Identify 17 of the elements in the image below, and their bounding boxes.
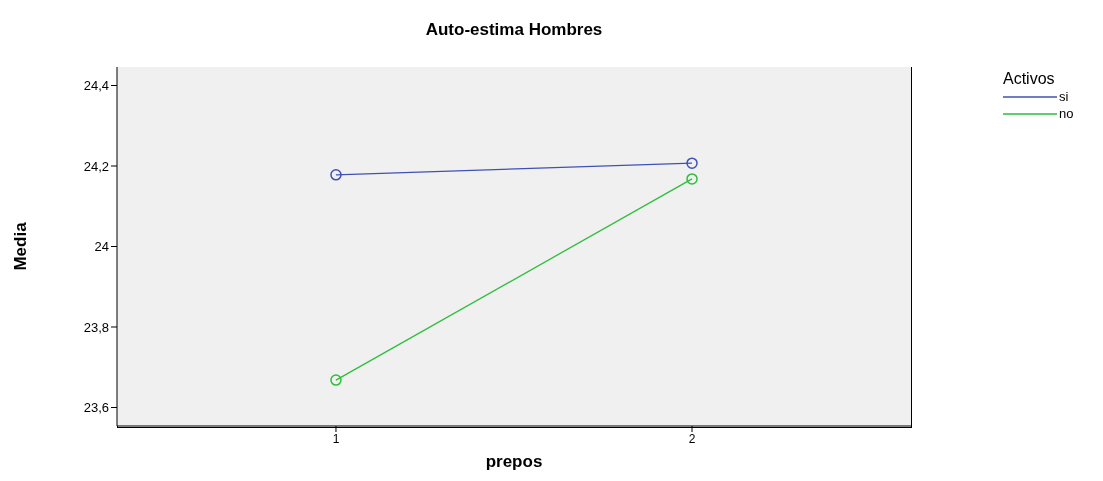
point <box>686 157 698 169</box>
y-tick-label: 23,6 <box>83 400 109 416</box>
point <box>686 173 698 185</box>
x-axis-title: prepos <box>485 452 543 471</box>
y-tick-label: 24,4 <box>83 78 109 94</box>
chart-title: Auto-estima Hombres <box>424 20 604 40</box>
legend-label: si <box>1059 89 1069 104</box>
y-tick-label: 23,8 <box>83 319 109 335</box>
x-tick-label: 1 <box>332 431 340 446</box>
x-tick-label: 2 <box>688 431 696 446</box>
y-axis-title: Media <box>11 221 31 271</box>
legend-label: no <box>1059 106 1074 121</box>
y-tick-label: 24 <box>94 239 109 255</box>
point <box>330 374 342 386</box>
legend-title: Activos <box>1003 70 1056 88</box>
point <box>330 169 342 181</box>
y-tick-label: 24,2 <box>83 158 109 174</box>
